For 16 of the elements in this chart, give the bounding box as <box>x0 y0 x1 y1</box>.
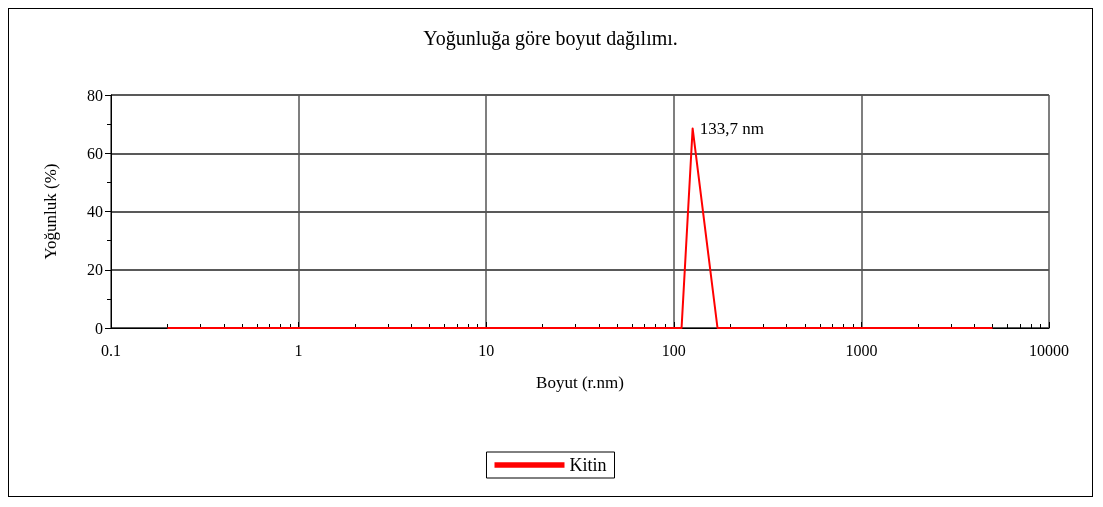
legend-label: Kitin <box>569 455 607 475</box>
y-tick-label: 0 <box>95 319 103 337</box>
x-tick-label: 10000 <box>1029 341 1069 359</box>
y-tick-label: 40 <box>87 203 103 220</box>
x-tick-label: 0.1 <box>101 341 121 359</box>
x-tick-label: 1 <box>294 341 303 359</box>
y-tick-label: 80 <box>87 86 103 104</box>
y-axis-title: Yoğunluk (%) <box>41 163 60 260</box>
x-tick-label: 100 <box>661 341 686 359</box>
chart-title: Yoğunluğa göre boyut dağılımı. <box>423 27 678 50</box>
x-tick-label: 1000 <box>845 341 878 359</box>
y-tick-label: 60 <box>87 144 103 162</box>
x-tick-label: 10 <box>478 341 495 359</box>
x-axis-title: Boyut (r.nm) <box>536 373 624 392</box>
annotation: 133,7 nm <box>699 118 764 138</box>
y-tick-label: 20 <box>87 261 103 279</box>
